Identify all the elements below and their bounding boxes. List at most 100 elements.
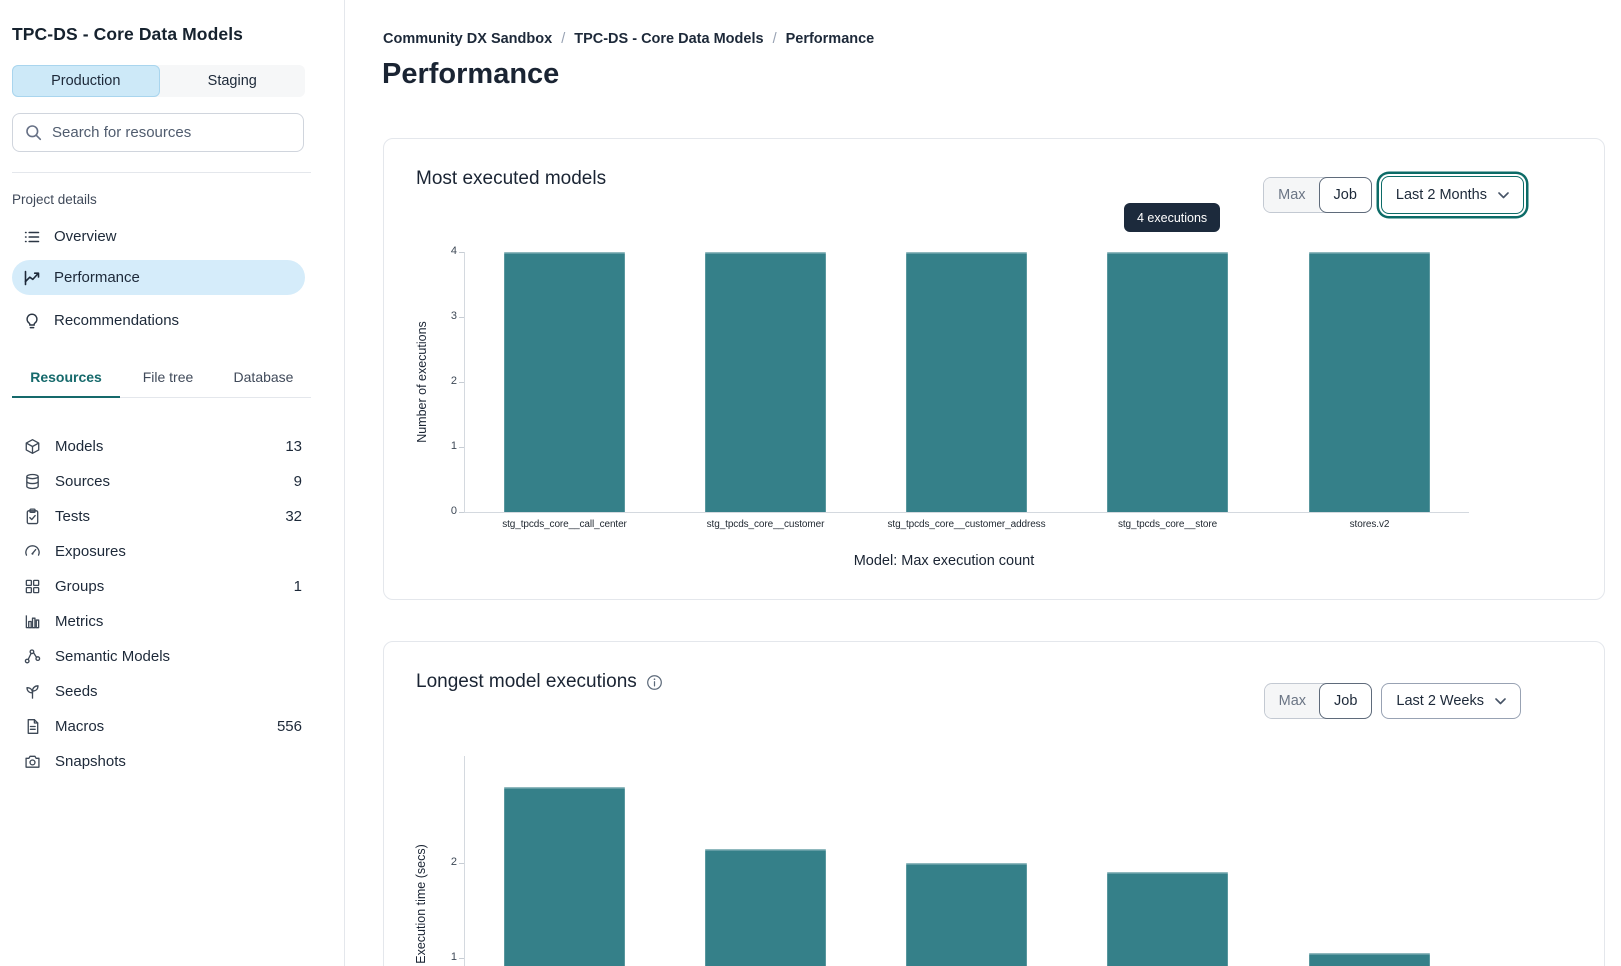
chart-controls: Max Job Last 2 Weeks — [1263, 683, 1521, 719]
y-axis-line — [464, 252, 465, 512]
sidebar: TPC-DS - Core Data Models Production Sta… — [0, 0, 345, 966]
page-title: Performance — [382, 58, 560, 90]
chart-line-icon — [23, 269, 41, 287]
most-executed-models-chart: 0 1 2 3 4 stg_tpcds_core__call_center stg_tpcd… — [384, 139, 1604, 599]
list-item-metrics[interactable]: Metrics — [12, 604, 304, 639]
max-job-toggle: Max Job — [1263, 683, 1373, 719]
camera-icon — [24, 753, 41, 770]
seedling-icon — [24, 683, 41, 700]
card-title: Most executed models — [416, 168, 607, 189]
resource-tabs: Resources File tree Database — [12, 369, 311, 398]
tab-file-tree[interactable]: File tree — [142, 369, 194, 385]
sidebar-item-label: Recommendations — [54, 312, 180, 329]
y-tick-mark — [459, 863, 464, 864]
grid-icon — [24, 578, 41, 595]
bar[interactable] — [906, 252, 1027, 512]
max-job-toggle: Max Job — [1263, 177, 1372, 213]
y-tick-mark — [459, 958, 464, 959]
bar[interactable] — [906, 863, 1027, 966]
x-tick-label: stores.v2 — [1349, 519, 1390, 530]
list-item-snapshots[interactable]: Snapshots — [12, 744, 304, 779]
sidebar-item-performance[interactable]: Performance — [12, 260, 305, 295]
bar[interactable] — [1309, 953, 1430, 966]
lightbulb-icon — [23, 312, 41, 330]
tab-production[interactable]: Production — [12, 65, 160, 97]
count-badge: 556 — [276, 718, 302, 735]
x-tick-label: stg_tpcds_core__call_center — [502, 519, 627, 530]
x-axis-caption: Model: Max execution count — [853, 553, 1035, 569]
chart-controls: Max Job Last 2 Months — [1263, 176, 1524, 214]
bar[interactable] — [504, 787, 625, 966]
sidebar-divider — [12, 172, 311, 173]
list-item-groups[interactable]: Groups 1 — [12, 569, 304, 604]
job-toggle-button[interactable]: Job — [1318, 177, 1372, 213]
count-badge: 13 — [285, 438, 302, 455]
y-axis-label: Number of executions — [415, 321, 429, 443]
x-tick-label: stg_tpcds_core__store — [1117, 519, 1218, 530]
sidebar-item-recommendations[interactable]: Recommendations — [12, 303, 305, 338]
bar[interactable] — [1309, 252, 1430, 512]
longest-model-executions-card: Longest model executions Max Job Last 2 … — [383, 641, 1605, 966]
search-box[interactable] — [12, 113, 304, 152]
y-tick-mark — [459, 252, 464, 253]
y-tick-mark — [459, 512, 464, 513]
chevron-down-icon — [1495, 697, 1506, 705]
list-item-sources[interactable]: Sources 9 — [12, 464, 304, 499]
tab-database[interactable]: Database — [233, 369, 294, 385]
sidebar-item-overview[interactable]: Overview — [12, 219, 305, 254]
y-axis-line — [464, 756, 465, 966]
network-icon — [24, 648, 41, 665]
search-icon — [25, 124, 42, 141]
time-range-dropdown[interactable]: Last 2 Weeks — [1381, 683, 1521, 719]
breadcrumb: Community DX Sandbox / TPC-DS - Core Dat… — [383, 31, 875, 47]
count-badge: 1 — [293, 578, 302, 595]
resource-list: Models 13 Sources 9 Tests 32 Exposures G… — [12, 429, 304, 779]
most-executed-models-card: Most executed models Max Job Last 2 Mont… — [383, 138, 1605, 600]
breadcrumb-item-account[interactable]: Community DX Sandbox — [383, 31, 553, 47]
list-item-tests[interactable]: Tests 32 — [12, 499, 304, 534]
project-title: TPC-DS - Core Data Models — [12, 24, 243, 44]
bar[interactable] — [705, 252, 826, 512]
job-toggle-button[interactable]: Job — [1319, 683, 1373, 719]
bar[interactable] — [1107, 252, 1228, 512]
breadcrumb-item-project[interactable]: TPC-DS - Core Data Models — [574, 31, 764, 47]
info-icon[interactable] — [646, 674, 663, 691]
list-icon — [23, 228, 41, 246]
max-toggle-button[interactable]: Max — [1264, 684, 1321, 718]
environment-toggle: Production Staging — [12, 65, 305, 97]
list-item-semantic-models[interactable]: Semantic Models — [12, 639, 304, 674]
x-tick-label: stg_tpcds_core__customer — [706, 519, 825, 530]
card-title: Longest model executions — [416, 671, 663, 693]
y-axis-label: Execution time (secs) — [414, 844, 428, 964]
cube-icon — [24, 438, 41, 455]
breadcrumb-item-current: Performance — [785, 31, 875, 47]
file-icon — [24, 718, 41, 735]
bar[interactable] — [504, 252, 625, 512]
count-badge: 32 — [285, 508, 302, 525]
y-tick-mark — [459, 382, 464, 383]
y-tick-mark — [459, 317, 464, 318]
list-item-models[interactable]: Models 13 — [12, 429, 304, 464]
y-tick-label: 1 — [450, 440, 457, 452]
list-item-exposures[interactable]: Exposures — [12, 534, 304, 569]
y-tick-label: 2 — [450, 856, 457, 868]
tab-resources[interactable]: Resources — [12, 369, 120, 398]
database-icon — [24, 473, 41, 490]
list-item-seeds[interactable]: Seeds — [12, 674, 304, 709]
chevron-down-icon — [1498, 191, 1509, 199]
y-tick-label: 0 — [450, 505, 457, 517]
bar[interactable] — [1107, 872, 1228, 966]
clipboard-icon — [24, 508, 41, 525]
y-tick-label: 4 — [450, 245, 457, 257]
search-input[interactable] — [52, 124, 291, 141]
tab-staging[interactable]: Staging — [207, 73, 257, 89]
bar[interactable] — [705, 849, 826, 966]
max-toggle-button[interactable]: Max — [1264, 178, 1320, 212]
bar-chart-icon — [24, 613, 41, 630]
count-badge: 9 — [293, 473, 302, 490]
gauge-icon — [24, 543, 41, 560]
list-item-macros[interactable]: Macros 556 — [12, 709, 304, 744]
time-range-dropdown[interactable]: Last 2 Months — [1380, 176, 1524, 214]
